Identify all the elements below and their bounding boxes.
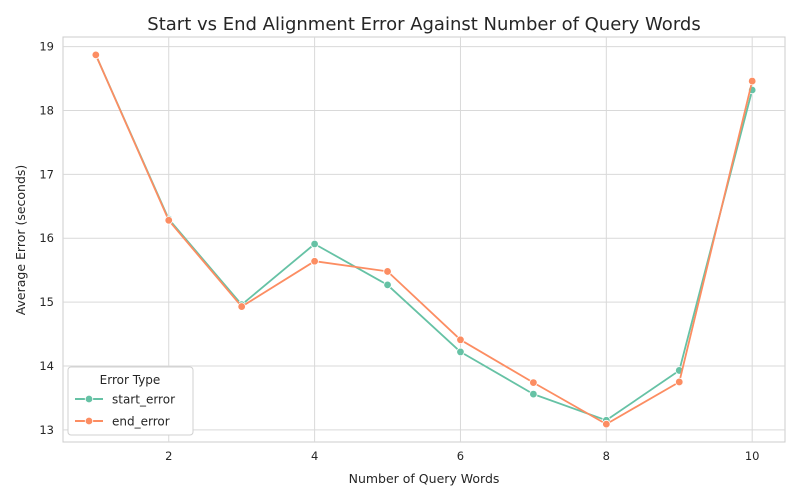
y-axis-label: Average Error (seconds) [13, 165, 28, 316]
x-tick-label: 6 [457, 449, 464, 463]
legend: Error Type start_error end_error [67, 366, 194, 436]
chart-title: Start vs End Alignment Error Against Num… [147, 14, 700, 35]
legend-item-start-error: start_error [75, 393, 175, 407]
data-point-start-error [383, 280, 392, 290]
data-point-end-error [237, 302, 246, 311]
legend-title: Error Type [100, 373, 161, 387]
y-tick-label: 16 [39, 231, 54, 245]
y-tick-label: 17 [39, 167, 54, 181]
legend-item-end-error: end_error [75, 415, 170, 429]
series-line-end-error [94, 54, 754, 426]
x-tick-label: 4 [311, 449, 318, 463]
data-point-end-error [164, 216, 173, 225]
data-point-end-error [602, 419, 611, 429]
data-point-end-error [91, 50, 101, 60]
legend-label-end-error: end_error [112, 415, 170, 429]
data-point-start-error [456, 347, 465, 357]
y-tick-labels: 13 14 15 16 17 18 19 [39, 40, 54, 437]
x-tick-label: 8 [603, 449, 610, 463]
y-tick-label: 14 [39, 359, 54, 373]
y-tick-label: 15 [39, 295, 54, 309]
data-point-end-error [529, 378, 538, 387]
data-point-start-error [310, 239, 319, 249]
legend-box [67, 366, 194, 436]
legend-label-start-error: start_error [112, 393, 175, 407]
series-line-start-error [94, 54, 754, 422]
y-tick-label: 19 [39, 40, 54, 54]
x-tick-labels: 2 4 6 8 10 [165, 449, 759, 463]
legend-marker-start-error [84, 394, 94, 404]
data-point-end-error [456, 335, 465, 344]
x-tick-label: 10 [745, 449, 760, 463]
series-group [91, 50, 757, 429]
data-point-end-error [310, 257, 319, 266]
y-tick-label: 13 [39, 423, 54, 437]
x-axis-label: Number of Query Words [349, 471, 500, 486]
data-point-end-error [383, 267, 392, 276]
x-tick-label: 2 [165, 449, 172, 463]
legend-marker-end-error [84, 416, 94, 426]
data-point-start-error [529, 389, 538, 399]
data-point-end-error [675, 377, 684, 387]
data-point-end-error [747, 76, 757, 86]
y-tick-label: 18 [39, 103, 54, 117]
